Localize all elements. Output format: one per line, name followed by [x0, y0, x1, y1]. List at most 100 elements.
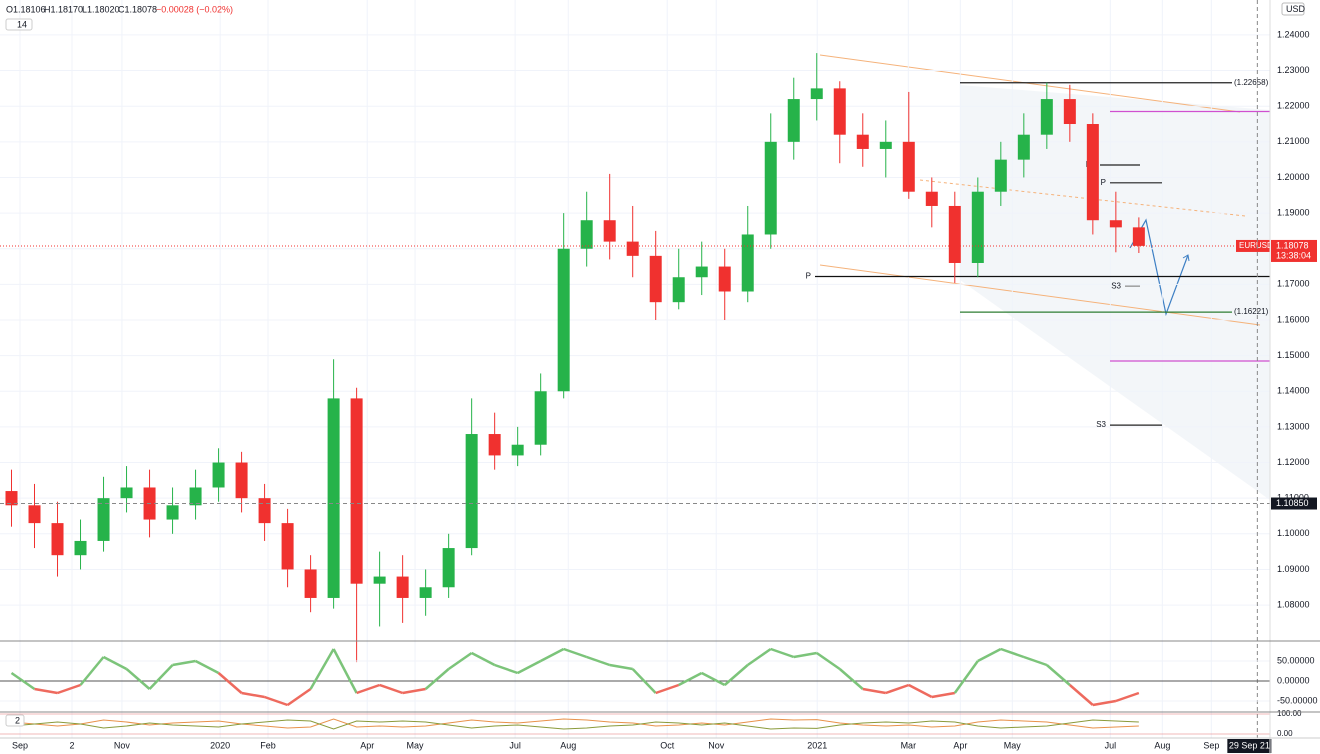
oscillator-segment: [747, 647, 772, 667]
y-tick-label: 1.20000: [1277, 172, 1310, 182]
last-price-label: 1.18078: [1276, 240, 1309, 250]
candle-body: [649, 255, 662, 303]
oscillator-segment: [356, 683, 381, 695]
y-tick-label: 1.16000: [1277, 314, 1310, 324]
channel-mid: [919, 179, 1246, 217]
countdown-label: 13:38:04: [1276, 250, 1311, 260]
level-label: P: [1101, 178, 1106, 187]
level-label: P: [806, 272, 811, 281]
candle-body: [281, 523, 294, 570]
candle-body: [488, 434, 501, 456]
candle-body: [396, 576, 409, 598]
oscillator-segment: [655, 683, 680, 695]
last-price-box: [1236, 239, 1270, 252]
candle-body: [373, 576, 386, 584]
candle-body: [419, 587, 432, 598]
indicator-badge-text: 14: [17, 19, 27, 29]
y-tick-label: 100.00: [1277, 709, 1302, 718]
level-label: (1.22658): [1234, 78, 1269, 87]
oscillator-segment: [332, 648, 358, 694]
oscillator-segment: [540, 647, 565, 663]
candle-body: [810, 88, 823, 100]
ohlc-close: C1.18078: [118, 4, 157, 14]
candle-body: [212, 462, 225, 488]
candle-body: [695, 266, 708, 278]
y-tick-label: 1.19000: [1277, 207, 1310, 217]
oscillator-segment: [908, 683, 933, 699]
y-tick-label: 1.10000: [1277, 528, 1310, 538]
candle-body: [833, 88, 846, 135]
arrow-head: [1182, 254, 1190, 262]
x-tick-label: 2021: [807, 740, 827, 750]
x-tick-label: Mar: [901, 740, 917, 750]
y-tick-label: 50.00000: [1277, 655, 1315, 665]
level-label: (1.16221): [1234, 307, 1269, 316]
oscillator-segment: [102, 655, 128, 671]
oscillator-segment: [79, 656, 105, 686]
oscillator-segment: [424, 668, 450, 690]
ohlc-high: H1.18170: [44, 4, 83, 14]
oscillator-segment: [816, 651, 841, 671]
symbol-label: EURUSD: [1239, 241, 1273, 250]
oscillator-segment: [1092, 699, 1117, 707]
oscillator-segment: [148, 664, 174, 690]
y-tick-label: 1.08000: [1277, 599, 1310, 609]
y-tick-label: 0.00: [1277, 729, 1293, 738]
y-tick-label: 1.09000: [1277, 564, 1310, 574]
candle-body: [925, 191, 938, 206]
oscillator-segment: [678, 671, 703, 687]
candle-body: [718, 266, 731, 292]
oscillator-segment: [885, 683, 910, 695]
y-tick-label: 1.23000: [1277, 65, 1310, 75]
indicator-badge[interactable]: [5, 714, 25, 727]
oscillator-segment: [286, 687, 312, 707]
oscillator-segment: [241, 691, 265, 699]
candle-body: [304, 569, 317, 598]
oscillator-segment: [517, 659, 542, 675]
oscillator-segment: [931, 691, 956, 699]
candle-body: [534, 391, 547, 445]
oscillator-segment: [631, 668, 657, 694]
candle-body: [1063, 99, 1076, 125]
candle-body: [626, 241, 639, 256]
oscillator-segment: [838, 668, 864, 690]
candle-body: [350, 398, 363, 584]
crosshair-price-box: [1271, 497, 1317, 510]
oscillator-segment: [471, 651, 496, 667]
y-tick-label: -50.00000: [1277, 695, 1318, 705]
candle-body: [511, 444, 524, 456]
y-tick-label: 1.24000: [1277, 29, 1310, 39]
oscillator-segment: [309, 648, 335, 690]
oscillator-segment: [172, 659, 196, 667]
oscillator-segment: [125, 668, 151, 690]
candle-body: [557, 248, 570, 392]
oscillator-segment: [217, 672, 243, 694]
oscillator-segment: [1023, 655, 1048, 667]
candle-body: [258, 498, 271, 524]
oscillator-segment: [770, 647, 795, 659]
candle-body: [971, 191, 984, 263]
indicator-badge[interactable]: [5, 18, 33, 31]
oscillator-segment: [862, 687, 886, 695]
oscillator-segment: [701, 671, 726, 687]
y-tick-label: 1.13000: [1277, 421, 1310, 431]
x-tick-label: May: [407, 740, 425, 750]
x-tick-label: Jul: [1105, 740, 1117, 750]
oscillator-segment: [723, 664, 749, 686]
currency-button[interactable]: [1281, 2, 1305, 16]
candle-body: [764, 141, 777, 235]
candle-body: [994, 159, 1007, 192]
candle-body: [580, 220, 593, 249]
candle-body: [28, 505, 41, 524]
x-tick-label: Aug: [560, 740, 576, 750]
candle-body: [787, 99, 800, 142]
candle-body: [465, 434, 478, 549]
oscillator-segment: [953, 660, 979, 694]
crosshair-date-label: 29 Sep 21: [1229, 740, 1270, 750]
candle-body: [1086, 124, 1099, 221]
candle-body: [235, 462, 248, 499]
oscillator-segment: [447, 651, 473, 671]
y-tick-label: 1.22000: [1277, 101, 1310, 111]
level-label: S3: [1111, 281, 1121, 290]
